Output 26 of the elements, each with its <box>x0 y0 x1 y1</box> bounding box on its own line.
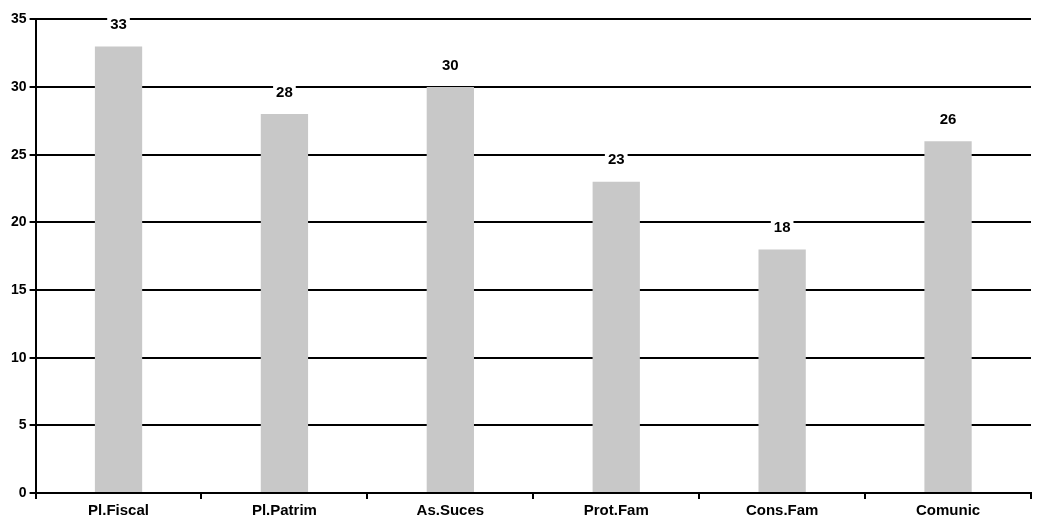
x-tick-label: As.Suces <box>416 501 485 519</box>
y-tick-label: 30 <box>10 77 27 94</box>
bar <box>426 87 474 492</box>
y-tick-label: 25 <box>10 145 27 162</box>
bar <box>758 249 806 492</box>
y-tick-label: 35 <box>10 10 27 27</box>
x-tick-label: Prot.Fam <box>583 501 649 519</box>
y-tick-label: 20 <box>10 213 27 230</box>
bar <box>924 141 972 492</box>
data-label: 33 <box>110 15 127 33</box>
y-tick-label: 10 <box>10 348 27 365</box>
y-tick-label: 15 <box>10 280 27 297</box>
bar <box>592 181 640 492</box>
x-tick-label: Comunic <box>915 501 981 519</box>
x-tick-label: Cons.Fam <box>745 501 819 519</box>
y-tick-label: 5 <box>18 416 27 433</box>
data-label: 30 <box>441 55 459 73</box>
data-label: 23 <box>607 150 625 168</box>
bar <box>260 114 309 492</box>
data-label: 28 <box>276 82 293 100</box>
data-label: 18 <box>773 218 791 236</box>
bar <box>94 46 143 492</box>
x-tick-label: Pl.Fiscal <box>88 501 149 519</box>
data-label: 26 <box>939 109 957 127</box>
x-tick-label: Pl.Patrim <box>251 501 317 519</box>
y-tick-label: 0 <box>18 483 27 500</box>
